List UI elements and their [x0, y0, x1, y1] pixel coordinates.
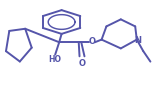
Text: HO: HO — [48, 55, 61, 64]
Text: O: O — [79, 59, 85, 68]
Text: N: N — [134, 36, 141, 45]
Text: O: O — [88, 37, 96, 46]
